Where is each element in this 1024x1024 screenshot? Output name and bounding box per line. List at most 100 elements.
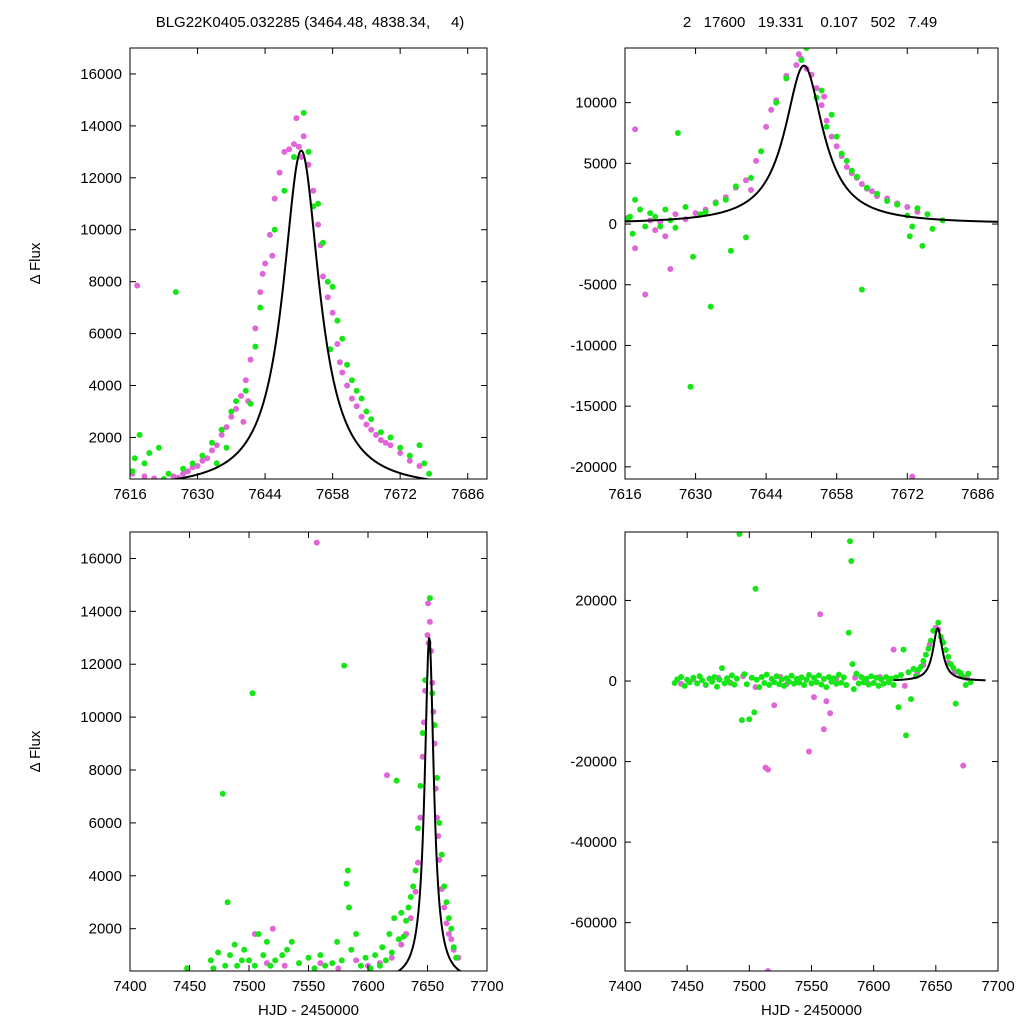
y-tick-label: -20000 (570, 459, 617, 476)
data-point (160, 476, 167, 479)
data-point (895, 704, 902, 711)
panel-bottom-right: 7400 7450 7500 7550 7600 7650 7700 -60000 -40000… (570, 531, 1015, 1019)
y-tick-label: -5000 (579, 277, 617, 294)
data-point (398, 909, 405, 916)
data-point (224, 899, 231, 906)
data-point (726, 679, 733, 686)
data-point (255, 931, 262, 937)
data-point (241, 946, 248, 953)
data-point (441, 904, 448, 911)
data-point (868, 673, 875, 680)
data-point (406, 452, 413, 459)
data-point (906, 233, 913, 240)
data-point (344, 382, 351, 389)
data-point (674, 130, 681, 136)
data-point (821, 93, 828, 100)
plot-frame (129, 47, 488, 480)
data-point (929, 225, 936, 232)
data-point (339, 369, 346, 376)
data-point (922, 651, 929, 658)
data-point (231, 941, 238, 948)
data-point (945, 653, 952, 660)
data-point (416, 442, 423, 449)
y-tick-label: -10000 (570, 337, 617, 354)
data-point (295, 143, 302, 150)
data-point (233, 405, 240, 412)
data-point (813, 85, 820, 92)
data-point (818, 87, 825, 94)
data-point (686, 679, 693, 686)
data-point (808, 680, 815, 687)
y-tick-label: 16000 (80, 66, 122, 83)
x-tick-label: 7672 (891, 486, 924, 503)
data-point (880, 680, 887, 687)
data-point (320, 273, 326, 280)
y-tick-label: 2000 (89, 429, 122, 446)
x-tick-label: 7672 (383, 486, 416, 503)
data-point (412, 888, 419, 895)
y-tick-label: 10000 (575, 95, 617, 112)
data-point (358, 413, 365, 420)
x-tick-label: 7550 (795, 978, 828, 995)
data-point (165, 470, 172, 477)
x-tick-label: 7650 (411, 978, 444, 995)
data-point (884, 198, 891, 204)
data-point (313, 539, 320, 546)
data-point (271, 195, 278, 202)
data-point (329, 283, 336, 290)
data-point (682, 204, 689, 210)
data-point (898, 672, 904, 678)
data-point (410, 883, 417, 890)
data-point (847, 538, 853, 545)
data-point (395, 936, 402, 943)
data-point (199, 452, 206, 459)
data-point (828, 111, 835, 118)
data-point (823, 698, 830, 705)
data-point (850, 686, 857, 693)
data-point (823, 684, 830, 691)
data-point (296, 960, 302, 967)
data-point (765, 968, 771, 971)
data-point (284, 946, 291, 953)
data-point (681, 682, 688, 689)
data-point (967, 679, 974, 686)
data-point (426, 595, 433, 602)
data-point (425, 600, 432, 607)
data-point (445, 931, 452, 937)
data-point (213, 442, 220, 449)
data-point (310, 187, 317, 194)
data-point (756, 684, 763, 691)
data-point (788, 672, 795, 679)
data-point (766, 682, 773, 688)
data-point (869, 188, 875, 195)
data-point (379, 944, 386, 951)
data-point (960, 762, 967, 769)
data-point (920, 657, 927, 664)
data-point (761, 680, 768, 686)
data-point (363, 408, 370, 415)
panel-bottom-left: 7400 7450 7500 7550 7600 7650 7700 2000 4000 6000… (27, 531, 504, 1019)
data-point (247, 400, 254, 407)
model-curve (893, 627, 986, 682)
data-point (238, 957, 245, 964)
data-point (348, 395, 355, 402)
right-title: 2 17600 19.331 0.107 502 7.49 (682, 14, 938, 31)
data-point (768, 106, 775, 113)
data-point (334, 341, 341, 347)
data-point (905, 669, 912, 676)
model-curve (625, 64, 998, 223)
data-point (441, 883, 448, 890)
data-point (353, 931, 360, 937)
data-point (263, 938, 270, 945)
data-point (367, 965, 374, 971)
y-tick-label: 4000 (89, 378, 122, 395)
data-point (714, 683, 720, 690)
y-tick-label: 6000 (89, 326, 122, 343)
data-point (743, 234, 749, 241)
data-point (251, 962, 258, 969)
data-point (828, 133, 835, 140)
y-tick-label: -60000 (570, 915, 617, 932)
data-point (266, 231, 273, 238)
data-point (632, 126, 639, 133)
data-point (716, 676, 723, 683)
